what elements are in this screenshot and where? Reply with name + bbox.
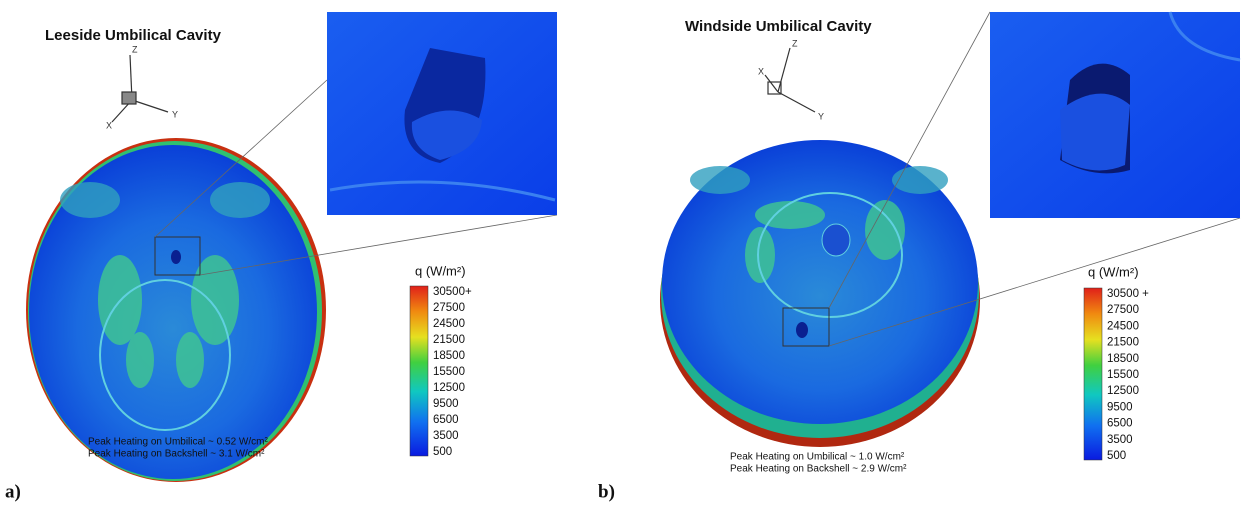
panel-label: a) — [5, 481, 21, 502]
colorbar-tick-label: 18500 — [1107, 353, 1139, 365]
axis-label: Y — [172, 109, 178, 119]
colorbar-tick-label: 3500 — [1107, 434, 1133, 446]
colorbar-tick-label: 27500 — [1107, 304, 1139, 316]
colorbar-title: q (W/m²) — [1088, 264, 1139, 279]
colorbar-tick-label: 500 — [1107, 450, 1126, 462]
axis-label: Z — [132, 44, 138, 54]
axis-label: Z — [792, 38, 798, 48]
axis-triad — [112, 55, 168, 122]
colorbar-tick-label: 6500 — [433, 414, 459, 426]
axis-label: Y — [818, 111, 824, 121]
colorbar-tick-label: 24500 — [1107, 320, 1139, 332]
cavity — [171, 250, 181, 264]
colorbar-tick-label: 12500 — [1107, 385, 1139, 397]
colorbar-tick-label: 6500 — [1107, 418, 1133, 430]
colorbar-tick-label: 30500+ — [433, 286, 472, 298]
colorbar-tick-label: 27500 — [433, 302, 465, 314]
colorbar-tick-label: 9500 — [1107, 401, 1133, 413]
inset-cavity-floor — [1060, 94, 1130, 171]
panel-a: Leeside Umbilical Cavity Z Y X q (W/m²) … — [5, 12, 557, 502]
annotation: Peak Heating on Umbilical ~ 1.0 W/cm² — [730, 452, 905, 463]
figure: Leeside Umbilical Cavity Z Y X q (W/m²) … — [0, 0, 1248, 506]
panel-title: Leeside Umbilical Cavity — [45, 27, 222, 44]
annotation: Peak Heating on Backshell ~ 3.1 W/cm² — [88, 449, 265, 460]
colorbar-tick-label: 15500 — [1107, 369, 1139, 381]
panel-label: b) — [598, 481, 615, 502]
annotation: Peak Heating on Umbilical ~ 0.52 W/cm² — [88, 437, 268, 448]
panel-b: Windside Umbilical Cavity Z Y X q (W/m²)… — [598, 12, 1240, 502]
colorbar-title: q (W/m²) — [415, 263, 466, 278]
colorbar-tick-label: 30500 + — [1107, 288, 1149, 300]
colorbar-tick-label: 21500 — [1107, 337, 1139, 349]
annotation: Peak Heating on Backshell ~ 2.9 W/cm² — [730, 464, 907, 475]
colorbar-tick-label: 9500 — [433, 398, 459, 410]
panel-title: Windside Umbilical Cavity — [685, 18, 872, 35]
cavity — [796, 322, 808, 338]
colorbar-tick-label: 12500 — [433, 382, 465, 394]
colorbar-tick-label: 15500 — [433, 366, 465, 378]
axis-label: X — [106, 120, 112, 130]
colorbar-tick-label: 24500 — [433, 318, 465, 330]
colorbar — [1084, 288, 1102, 460]
colorbar-tick-label: 18500 — [433, 350, 465, 362]
colorbar — [410, 286, 428, 456]
axis-triad — [765, 48, 815, 112]
colorbar-tick-label: 500 — [433, 446, 452, 458]
colorbar-tick-label: 21500 — [433, 334, 465, 346]
center-cavity — [822, 224, 850, 256]
axis-label: X — [758, 66, 764, 76]
colorbar-tick-label: 3500 — [433, 430, 459, 442]
